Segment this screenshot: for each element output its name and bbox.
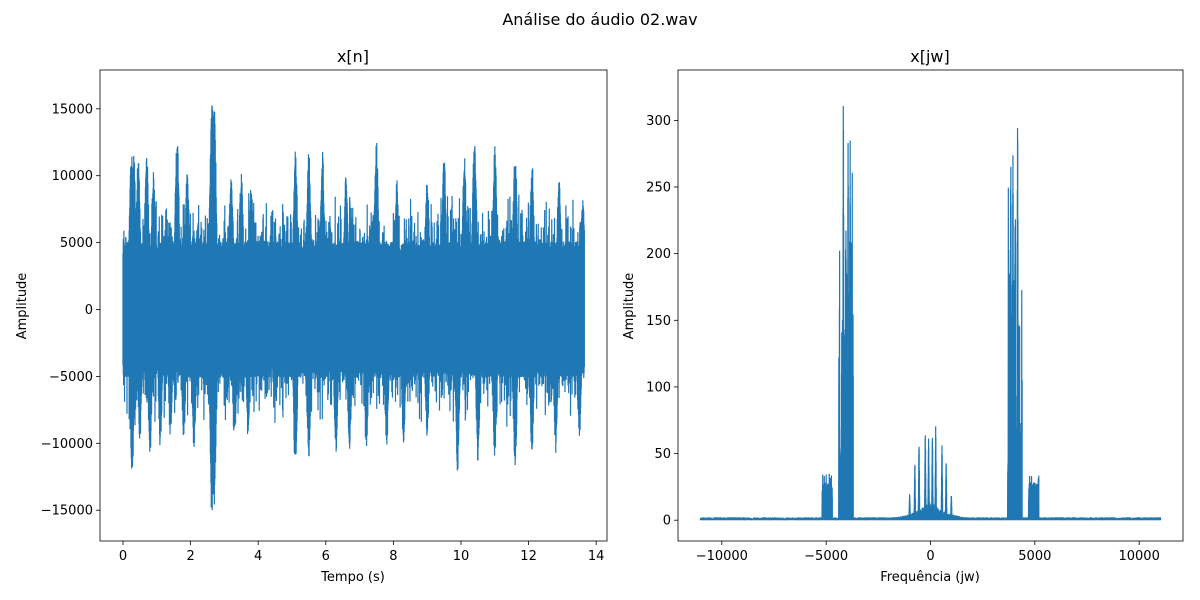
x-tick-label: −10000 (696, 549, 748, 564)
y-tick-label: −15000 (41, 504, 93, 519)
spectrum-line (699, 105, 1162, 521)
tick-group: 0 2 4 6 8 10 12 14 −15000 −10000 −5000 0 5000 10000 15… (41, 102, 605, 564)
x-tick-label: 5000 (1018, 549, 1051, 564)
x-tick-label: 6 (322, 549, 330, 564)
y-tick-label: 250 (646, 181, 671, 196)
x-tick-label: 0 (119, 549, 127, 564)
y-tick-label: 100 (646, 380, 671, 395)
y-tick-label: 300 (646, 114, 671, 129)
x-tick-label: 14 (588, 549, 605, 564)
subplot-title-frequency: x[jw] (910, 47, 949, 66)
tick-group: −10000 −5000 0 5000 10000 0 50 100 150 200 250 300 (646, 114, 1160, 564)
axes-frame (677, 69, 1184, 542)
y-tick-label: 200 (646, 247, 671, 262)
x-axis-label-frequency: Frequência (jw) (880, 570, 980, 585)
axes-frame (99, 69, 608, 542)
y-tick-label: 0 (663, 514, 671, 529)
x-tick-label: 8 (389, 549, 397, 564)
x-axis-label-time: Tempo (s) (320, 570, 385, 585)
y-tick-label: 0 (85, 303, 93, 318)
time-signal-line (122, 105, 585, 511)
x-tick-label: 10000 (1118, 549, 1159, 564)
time-domain-subplot: x[n] 0 2 4 6 8 10 12 14 −15000 −10000 −5000 0 5000 10… (15, 47, 608, 585)
y-axis-label-time: Amplitude (15, 273, 30, 340)
y-tick-label: −10000 (41, 437, 93, 452)
x-tick-label: 0 (926, 549, 934, 564)
y-tick-label: 10000 (52, 169, 93, 184)
subplot-title-time: x[n] (337, 47, 369, 66)
x-tick-label: 12 (520, 549, 537, 564)
x-tick-label: −5000 (804, 549, 848, 564)
x-tick-label: 2 (186, 549, 194, 564)
y-axis-label-frequency: Amplitude (622, 273, 637, 340)
x-tick-label: 10 (453, 549, 470, 564)
y-tick-label: 50 (654, 447, 671, 462)
y-tick-label: −5000 (49, 370, 93, 385)
frequency-domain-subplot: x[jw] −10000 −5000 0 5000 10000 0 50 100 150 200 2… (622, 47, 1184, 585)
y-tick-label: 150 (646, 314, 671, 329)
y-tick-label: 15000 (52, 102, 93, 117)
time-signal-plot-area: 0 2 4 6 8 10 12 14 −15000 −10000 −5000 0 5000 10000 15… (41, 69, 608, 564)
x-tick-label: 4 (254, 549, 262, 564)
figure-suptitle: Análise do áudio 02.wav (502, 10, 697, 29)
y-tick-label: 5000 (60, 236, 93, 251)
spectrum-plot-area: −10000 −5000 0 5000 10000 0 50 100 150 200 250 300 (646, 69, 1184, 564)
